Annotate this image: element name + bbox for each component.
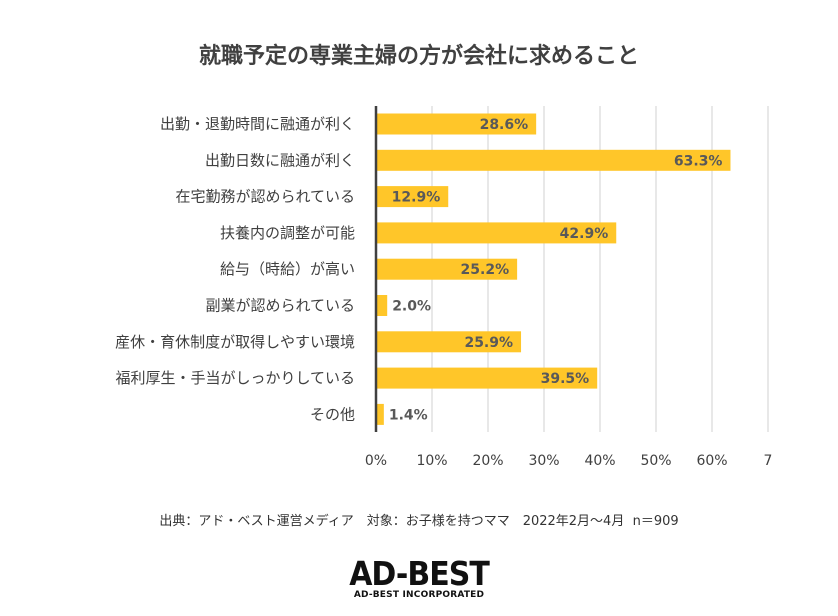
x-tick-label: 10% (416, 453, 447, 469)
x-tick-label: 30% (528, 453, 559, 469)
bar (376, 403, 384, 425)
chart-title: 就職予定の専業主婦の方が会社に求めること (198, 44, 639, 69)
bar (376, 149, 731, 171)
category-label: 副業が認められている (205, 297, 355, 315)
value-label: 39.5% (541, 371, 590, 387)
x-tick-label: 50% (640, 453, 671, 469)
value-label: 12.9% (392, 190, 441, 206)
bar (376, 222, 617, 244)
category-label: 扶養内の調整が可能 (220, 224, 355, 242)
category-label: 出勤・退勤時間に融通が利く (160, 115, 355, 133)
value-label: 2.0% (392, 299, 431, 315)
bar-chart: 出勤・退勤時間に融通が利く出勤日数に融通が利く在宅勤務が認められている扶養内の調… (115, 106, 773, 469)
value-label: 28.6% (480, 117, 529, 133)
bar (376, 113, 537, 135)
value-labels: 28.6% 63.3% 12.9% 42.9% 25.2% 2.0% 25.9% 39.5% 1… (389, 117, 723, 423)
category-label: その他 (310, 405, 355, 423)
logo-main-text: AD-BEST (349, 555, 490, 594)
category-labels: 出勤・退勤時間に融通が利く出勤日数に融通が利く在宅勤務が認められている扶養内の調… (115, 115, 355, 423)
bar (376, 258, 518, 280)
value-label: 42.9% (560, 226, 609, 242)
category-label: 給与（時給）が高い (220, 260, 355, 278)
x-tick-label: 60% (696, 453, 727, 469)
value-label: 63.3% (674, 153, 723, 169)
x-tick-label: 0% (365, 453, 387, 469)
bars (376, 113, 731, 425)
bar (376, 367, 598, 389)
bar (376, 295, 388, 316)
x-axis-ticks: 0% 10% 20% 30% 40% 50% 60% 7 (365, 453, 773, 469)
x-tick-label: 40% (584, 453, 615, 469)
company-logo: AD-BEST AD-BEST INCORPORATED (333, 555, 505, 603)
category-label: 在宅勤務が認められている (175, 188, 355, 206)
x-tick-label: 7 (764, 453, 773, 469)
value-label: 25.9% (464, 335, 513, 351)
category-label: 産休・育休制度が取得しやすい環境 (115, 333, 355, 351)
x-tick-label: 20% (472, 453, 503, 469)
source-note: 出典：アド・ベスト運営メディア 対象：お子様を持つママ 2022年2月～4月 n… (159, 514, 679, 529)
category-label: 出勤日数に融通が利く (205, 151, 355, 169)
category-label: 福利厚生・手当がしっかりしている (115, 369, 355, 387)
logo-sub-text: AD-BEST INCORPORATED (353, 590, 485, 600)
value-label: 1.4% (389, 407, 428, 423)
value-label: 25.2% (461, 262, 510, 278)
bar (376, 331, 522, 353)
bar (376, 186, 449, 208)
